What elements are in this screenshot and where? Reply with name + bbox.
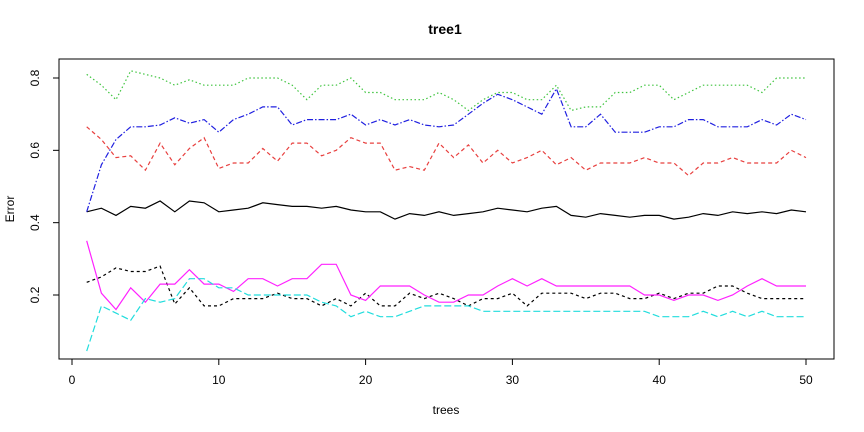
y-tick-label: 0.8 [28, 69, 42, 86]
x-tick-label: 30 [506, 373, 520, 387]
y-tick-label: 0.4 [28, 214, 42, 231]
series-line-2 [86, 126, 807, 177]
plot-frame [58, 58, 835, 360]
y-axis: 0.2 0.4 0.6 0.8 [28, 69, 59, 303]
series-line-7 [86, 278, 806, 352]
x-tick-label: 20 [359, 373, 373, 387]
series-line-1 [86, 200, 807, 220]
y-tick-label: 0.2 [28, 286, 42, 303]
chart-title: tree1 [428, 21, 462, 37]
series-line-6 [86, 240, 806, 311]
series-line-5 [86, 265, 806, 307]
x-tick-label: 40 [653, 373, 667, 387]
x-tick-label: 10 [212, 373, 226, 387]
x-axis-label: trees [433, 403, 460, 417]
series-layer [86, 70, 807, 352]
series-line-4 [86, 87, 807, 212]
series-line-3 [86, 70, 806, 112]
x-tick-label: 50 [799, 373, 813, 387]
y-axis-label: Error [3, 196, 17, 223]
x-axis: 0 10 20 30 40 50 [69, 359, 813, 387]
y-tick-label: 0.6 [28, 142, 42, 159]
x-tick-label: 0 [69, 373, 76, 387]
